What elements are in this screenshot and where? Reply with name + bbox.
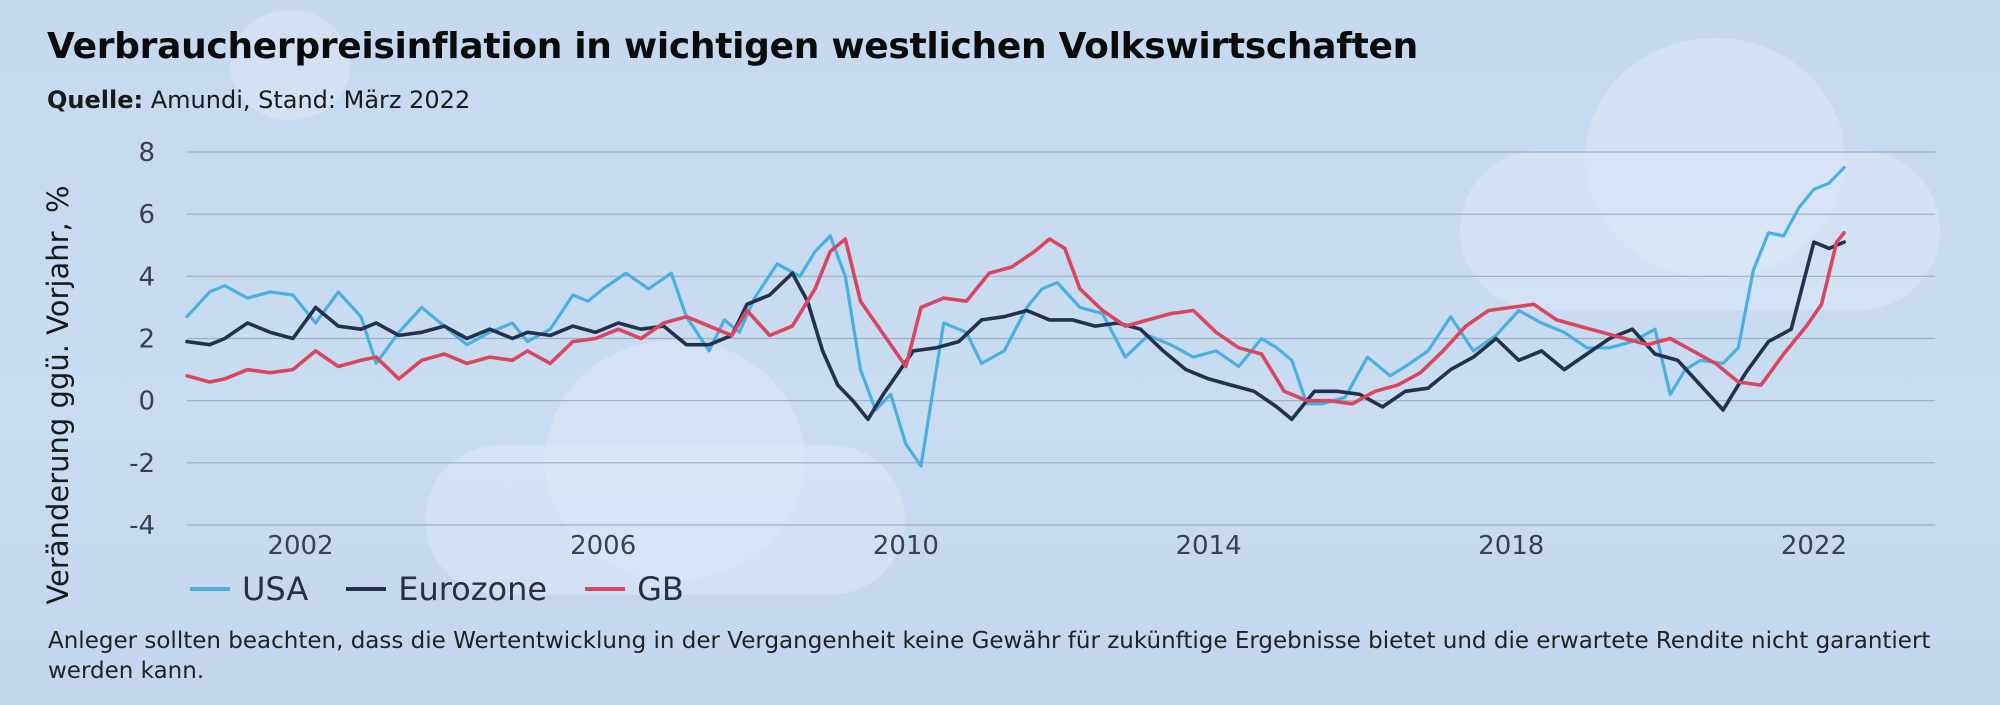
legend-item-usa: USA xyxy=(190,570,308,608)
y-tick-labels: 8 6 4 2 0 -2 -4 xyxy=(129,138,155,541)
series-line-eurozone xyxy=(185,240,1846,422)
x-tick-label: 2014 xyxy=(1175,531,1241,561)
series-lines xyxy=(185,165,1846,468)
y-tick-label: 2 xyxy=(138,325,155,355)
cloud-decoration xyxy=(230,10,350,120)
series-line-usa xyxy=(185,165,1846,468)
y-tick-label: 0 xyxy=(138,387,155,417)
legend-swatch-gb xyxy=(585,587,626,591)
legend-label-gb: GB xyxy=(637,570,684,608)
legend: USA Eurozone GB xyxy=(190,570,684,608)
series-line-gb xyxy=(185,231,1846,406)
legend-swatch-eurozone xyxy=(346,587,387,591)
y-tick-label: -2 xyxy=(129,449,155,479)
source-label: Quelle: xyxy=(47,86,144,114)
y-axis-label: Veränderung ggü. Vorjahr, % xyxy=(41,185,75,604)
source-text: Amundi, Stand: März 2022 xyxy=(150,86,471,114)
x-tick-label: 2002 xyxy=(267,531,333,561)
disclaimer-text: Anleger sollten beachten, dass die Werte… xyxy=(48,628,1931,684)
cloud-decoration xyxy=(425,445,905,595)
y-tick-label: 6 xyxy=(138,200,155,230)
y-tick-label: 8 xyxy=(138,138,155,168)
x-tick-labels: 2002 2006 2010 2014 2018 2022 xyxy=(267,531,1847,561)
x-tick-label: 2006 xyxy=(570,531,636,561)
legend-label-usa: USA xyxy=(242,570,309,608)
chart-title: Verbraucherpreisinflation in wichtigen w… xyxy=(47,26,1418,67)
legend-item-gb: GB xyxy=(585,570,684,608)
cloud-decoration xyxy=(1460,150,1940,310)
legend-label-eurozone: Eurozone xyxy=(398,570,548,608)
x-tick-label: 2022 xyxy=(1781,531,1847,561)
y-tick-label: 4 xyxy=(138,262,155,292)
legend-swatch-usa xyxy=(190,587,230,591)
grid-layer xyxy=(187,151,1935,526)
x-tick-label: 2018 xyxy=(1478,531,1544,561)
x-tick-label: 2010 xyxy=(873,531,939,561)
source-note: Quelle: Amundi, Stand: März 2022 xyxy=(47,86,470,114)
legend-item-eurozone: Eurozone xyxy=(346,570,547,608)
y-tick-label: -4 xyxy=(129,511,155,541)
